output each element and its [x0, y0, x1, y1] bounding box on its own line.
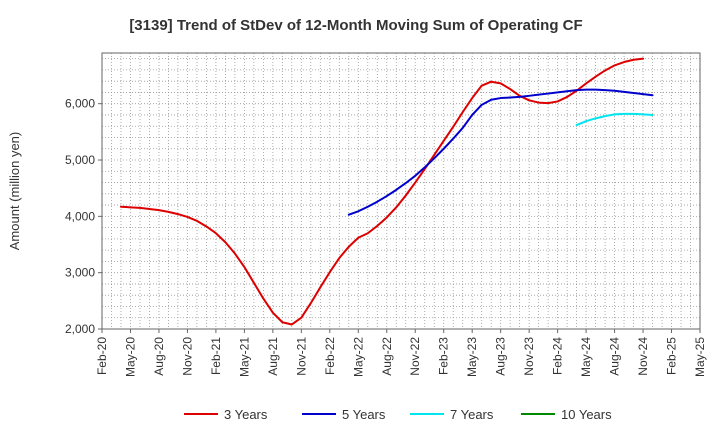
x-tick-label: May-24: [579, 337, 593, 377]
x-tick-label: May-20: [123, 337, 137, 377]
x-tick-label: Aug-23: [494, 337, 508, 376]
y-axis-label: Amount (million yen): [7, 132, 22, 251]
y-tick-label: 6,000: [65, 97, 95, 111]
x-tick-label: Aug-22: [380, 337, 394, 376]
x-tick-label: Aug-20: [152, 337, 166, 376]
x-tick-label: Feb-21: [209, 337, 223, 375]
y-tick-label: 5,000: [65, 153, 95, 167]
x-tick-label: Nov-22: [408, 337, 422, 376]
legend-label-10-years: 10 Years: [561, 407, 612, 422]
x-tick-label: Nov-23: [522, 337, 536, 376]
x-tick-label: Aug-24: [608, 337, 622, 376]
chart-title: [3139] Trend of StDev of 12-Month Moving…: [129, 17, 582, 34]
x-tick-label: May-25: [693, 337, 707, 377]
x-tick-label: Nov-20: [180, 337, 194, 376]
y-tick-label: 4,000: [65, 209, 95, 223]
x-tick-label: Feb-22: [323, 337, 337, 375]
x-tick-label: Feb-25: [665, 337, 679, 375]
legend-label-5-years: 5 Years: [342, 407, 386, 422]
x-tick-label: Feb-24: [551, 337, 565, 375]
x-tick-label: Feb-23: [437, 337, 451, 375]
x-tick-label: Aug-21: [266, 337, 280, 376]
series-line-7-years: [575, 112, 654, 127]
x-tick-label: May-21: [237, 337, 251, 377]
legend-label-3-years: 3 Years: [224, 407, 268, 422]
series-line-3-years: [119, 57, 645, 326]
x-tick-label: Nov-24: [636, 337, 650, 376]
x-tick-label: May-23: [465, 337, 479, 377]
legend-label-7-years: 7 Years: [450, 407, 494, 422]
plot-area: 2,000 3,000 4,000 5,000 6,000 Feb-20 May-20 Aug…: [65, 52, 707, 377]
x-tick-label: Feb-20: [95, 337, 109, 375]
x-tick-label: Nov-21: [294, 337, 308, 376]
x-tick-label: May-22: [351, 337, 365, 377]
plot-frame: [101, 52, 701, 330]
series-line-5-years: [347, 88, 654, 216]
y-tick-label: 3,000: [65, 266, 95, 280]
legend: 3 Years 5 Years 7 Years 10 Years: [184, 407, 612, 422]
y-tick-label: 2,000: [65, 322, 95, 336]
